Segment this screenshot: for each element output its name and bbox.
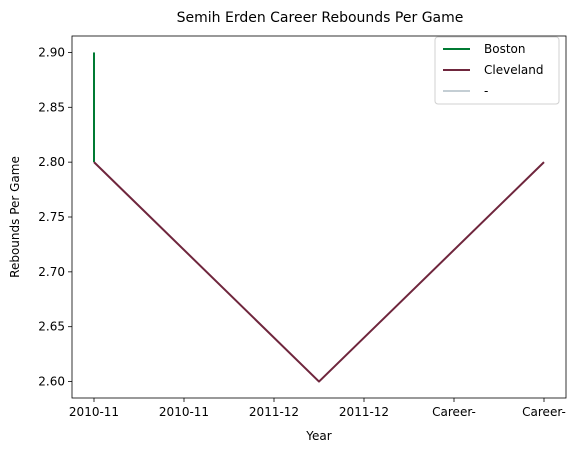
y-tick-label: 2.85 xyxy=(38,100,65,114)
legend-label-1: Cleveland xyxy=(484,63,544,77)
series-line-1 xyxy=(93,161,545,383)
x-tick-label: 2011-12 xyxy=(249,405,299,419)
y-tick-label: 2.80 xyxy=(38,155,65,169)
series-layer xyxy=(93,52,545,383)
y-tick-label: 2.70 xyxy=(38,265,65,279)
legend-label-0: Boston xyxy=(484,42,525,56)
legend-label-2: - xyxy=(484,84,488,98)
y-axis: 2.60 2.65 2.70 2.75 2.80 2.85 2.90 xyxy=(38,45,72,389)
y-tick-label: 2.90 xyxy=(38,45,65,59)
legend-box xyxy=(434,36,560,105)
x-tick-label: Career- xyxy=(432,405,476,419)
legend-entries: Boston Cleveland - xyxy=(443,42,544,98)
x-axis: 2010-11 2010-11 2011-12 2011-12 Career- Caree… xyxy=(69,398,566,419)
y-tick-label: 2.75 xyxy=(38,210,65,224)
y-tick-label: 2.65 xyxy=(38,320,65,334)
legend: Boston Cleveland - xyxy=(434,36,560,105)
y-axis-label: Rebounds Per Game xyxy=(8,156,22,278)
x-tick-label: Career- xyxy=(522,405,566,419)
chart-title: Semih Erden Career Rebounds Per Game xyxy=(177,10,464,26)
x-tick-label: 2010-11 xyxy=(69,405,119,419)
x-tick-label: 2010-11 xyxy=(159,405,209,419)
y-tick-label: 2.60 xyxy=(38,375,65,389)
x-tick-label: 2011-12 xyxy=(339,405,389,419)
x-axis-label: Year xyxy=(305,429,331,443)
